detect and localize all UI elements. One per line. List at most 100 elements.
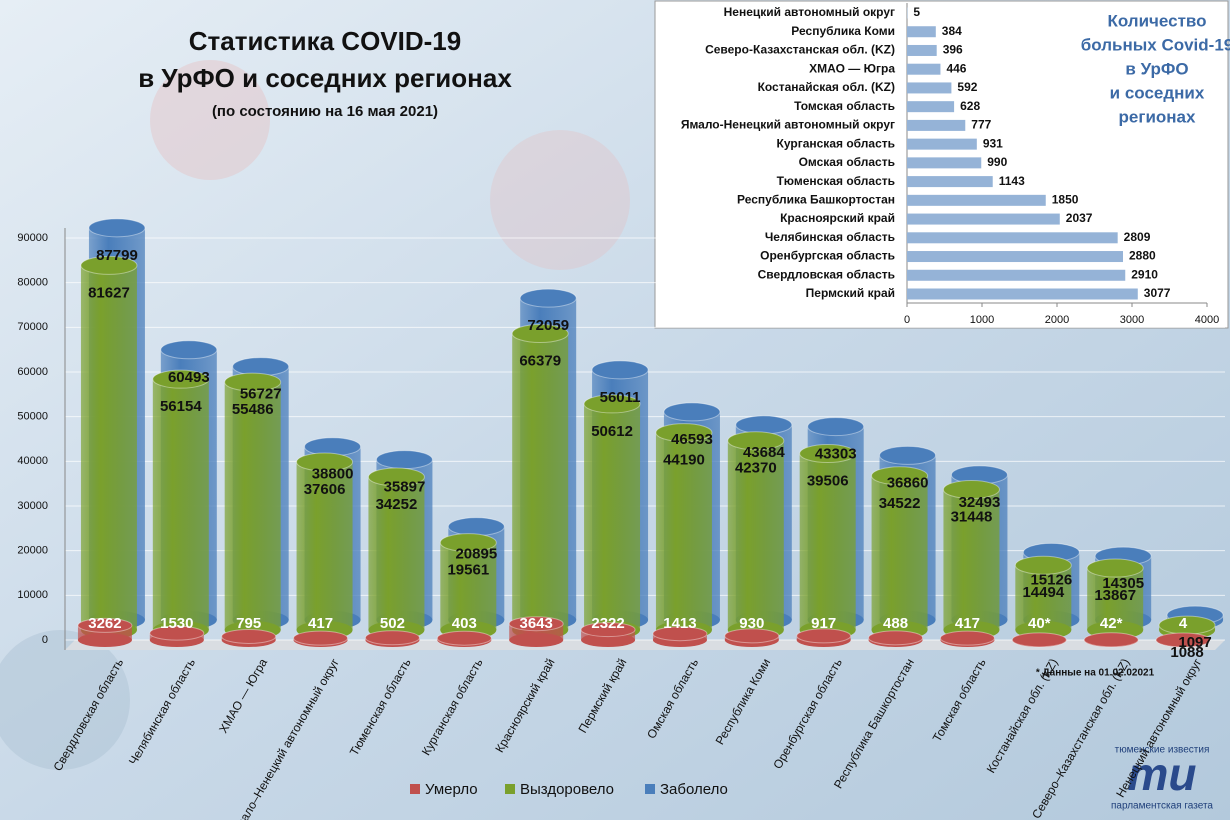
legend-swatch [505,784,515,794]
y-tick-label: 70000 [17,321,48,333]
value-label: 31448 [951,509,993,526]
value-label: 42* [1100,615,1123,632]
y-tick-label: 10000 [17,589,48,601]
bar [907,101,955,113]
y-tick-label: Пермский край [806,286,895,300]
bar [152,379,209,630]
bar [799,453,856,630]
value-label: 15126 [1030,571,1072,588]
bar [907,269,1126,281]
y-tick-label: 50000 [17,411,48,423]
bar [907,213,1060,225]
bar [512,333,569,630]
value-label: 43684 [743,444,785,461]
bar-top [868,630,924,646]
y-tick-label: 20000 [17,545,48,557]
bar-top [224,372,282,392]
y-tick-label: Курганская область [777,136,895,150]
bar [907,26,936,38]
y-tick-label: Ямало-Ненецкий автономный округ [681,118,895,132]
y-tick-label: Оренбургская область [760,249,895,263]
value-label: 20895 [455,546,497,563]
bar-top [232,357,290,377]
y-tick-label: Челябинская область [765,230,895,244]
value-label: 72059 [527,317,569,334]
x-tick-label: 4000 [1195,314,1219,326]
y-tick-label: Республика Башкортостан [737,193,895,207]
value-label: 36860 [887,474,929,491]
legend-label: Заболело [660,781,728,798]
bar-top [871,466,929,486]
value-label: 35897 [384,479,426,496]
legend-swatch [410,784,420,794]
decor [490,130,630,270]
value-label: 13867 [1094,587,1136,604]
bar [224,382,281,630]
bar-top [727,431,785,451]
value-label: 930 [739,615,764,632]
value-label: 34252 [376,496,418,513]
bar [907,157,982,169]
bar-top [796,628,852,644]
value-label: 19561 [447,562,489,579]
value-label: 417 [308,615,333,632]
value-label: 795 [236,615,261,632]
bar-top [799,444,857,464]
value-label: 2037 [1066,211,1093,225]
bar-top [296,452,354,472]
value-label: 592 [957,80,977,94]
value-label: 38800 [312,466,354,483]
bar [368,477,425,630]
bar [907,119,966,131]
value-label: 43303 [815,446,857,463]
bar [907,44,937,56]
value-label: 46593 [671,431,713,448]
y-tick-label: Республика Коми [791,24,895,38]
logo-mark: ти [1128,748,1197,800]
logo-top: тюменские известия [1115,745,1210,756]
value-label: 3643 [520,615,553,632]
bar [440,542,497,630]
bar [943,489,1000,630]
bar [727,440,784,630]
bar-top [511,324,569,344]
x-tick-label: 0 [904,314,910,326]
value-label: 502 [380,615,405,632]
bar-top [364,630,420,646]
bar-top [724,628,780,644]
value-label: 1413 [663,615,696,632]
value-label: 32493 [959,494,1001,511]
bar-top [1011,632,1067,648]
value-label: 1143 [999,174,1025,188]
inset-title: и соседних [1110,83,1205,102]
y-tick-label: ХМАО — Югра [809,61,895,75]
bar-top [439,533,497,553]
bar-top [160,340,218,360]
value-label: 777 [971,118,991,132]
value-label: 5 [913,5,920,19]
bar [907,251,1123,263]
bar-top [942,480,1000,500]
value-label: 56011 [600,389,641,406]
value-label: 1530 [160,615,193,632]
bar-top [293,630,349,646]
logo-bottom: парламентская газета [1111,801,1213,812]
bar-top [580,622,636,638]
value-label: 3262 [88,615,121,632]
bar-top [436,630,492,646]
value-label: 4 [1179,615,1188,632]
inset-title: Количество [1107,11,1206,30]
bar-top [149,625,205,641]
bar-top [367,467,425,487]
value-label: 628 [960,99,980,113]
value-label: 2880 [1129,249,1156,263]
value-label: 14305 [1102,575,1144,592]
value-label: 403 [452,615,477,632]
bar [871,475,928,630]
y-tick-label: Красноярский край [780,211,895,225]
inset-title: в УрФО [1125,59,1188,78]
value-label: 2809 [1124,230,1151,244]
value-label: 60493 [168,369,210,386]
